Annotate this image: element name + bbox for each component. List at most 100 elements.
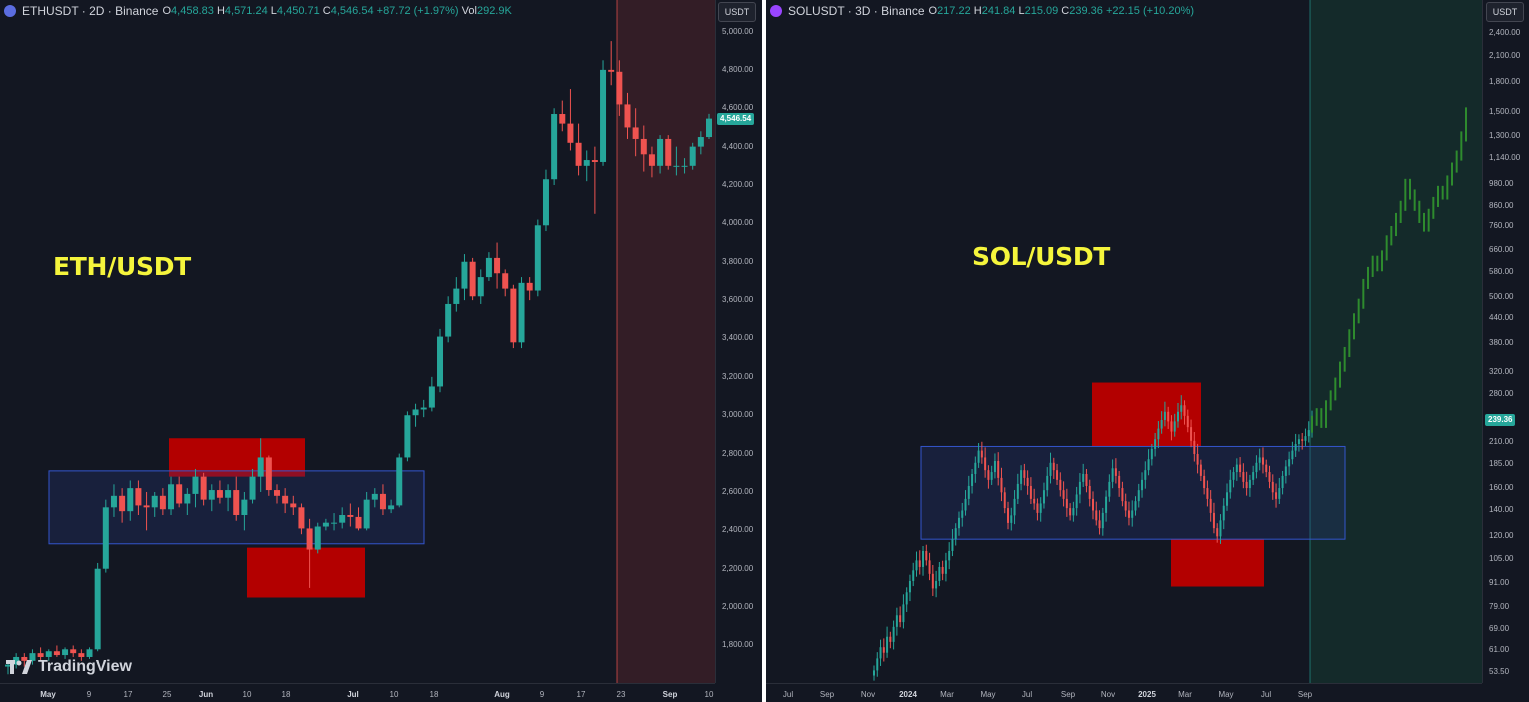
sol-resistance-box: [1092, 382, 1201, 447]
eth-candle: [396, 457, 403, 506]
eth-candle: [600, 69, 607, 162]
eth-candle: [135, 488, 142, 506]
sol-candle: [905, 592, 908, 605]
sol-price-tick: 2,400.00: [1489, 28, 1521, 38]
sol-price-tick: 320.00: [1489, 366, 1514, 376]
sol-candle: [1052, 462, 1055, 471]
sol-open: 217.22: [937, 5, 971, 17]
eth-time-tick: 10: [704, 690, 714, 699]
sol-candle: [1297, 439, 1300, 445]
sol-candle: [873, 670, 875, 676]
sol-currency-button[interactable]: USDT: [1486, 2, 1524, 22]
eth-candle: [567, 123, 574, 143]
eth-candle: [176, 484, 183, 504]
eth-candle: [445, 303, 452, 337]
eth-candle: [510, 288, 517, 343]
eth-candle: [657, 138, 664, 166]
eth-candle: [379, 493, 386, 510]
sol-candlestick-chart: [873, 0, 1482, 683]
eth-candle: [502, 273, 509, 289]
eth-candle: [559, 114, 566, 124]
sol-candle: [1222, 505, 1225, 521]
sol-candle: [899, 615, 902, 623]
sol-time-axis[interactable]: Jul Sep Nov 2024 Mar May Jul Sep Nov 2025 Mar May Ju…: [766, 683, 1482, 702]
sol-candle: [1042, 490, 1045, 504]
sol-candle: [931, 573, 934, 589]
panel-divider[interactable]: [762, 0, 766, 702]
sol-close: 239.36: [1069, 5, 1103, 17]
sol-candle: [1049, 462, 1052, 476]
eth-candle: [453, 288, 460, 304]
eth-candle: [143, 505, 150, 508]
eth-time-axis[interactable]: May 9 17 25 Jun 10 18 Jul 10 18 Aug 9 17 23 Sep 10: [0, 683, 715, 702]
eth-candle: [428, 386, 435, 408]
eth-symbol[interactable]: ETHUSDT · 2D · Binance: [22, 4, 159, 18]
eth-price-axis[interactable]: 5,000.00 4,800.00 4,600.00 4,400.00 4,200.00…: [715, 0, 762, 683]
eth-price-tick: 4,600.00: [722, 103, 754, 113]
sol-candle: [1127, 510, 1130, 518]
sol-candle: [1003, 492, 1006, 509]
sol-symbol[interactable]: SOLUSDT · 3D · Binance: [788, 4, 925, 18]
sol-candle: [941, 566, 944, 574]
sol-candle: [1023, 470, 1026, 478]
eth-candle: [200, 476, 207, 500]
sol-candle: [1173, 421, 1176, 432]
sol-candle: [1075, 494, 1078, 509]
sol-candle: [1229, 479, 1232, 493]
eth-candle: [624, 104, 631, 128]
sol-candle: [1216, 528, 1219, 537]
sol-candle: [1271, 481, 1274, 493]
sol-price-tick: 61.00: [1489, 644, 1510, 654]
eth-candle: [363, 499, 370, 529]
sol-candle: [1062, 490, 1065, 499]
sol-price-tick: 185.00: [1489, 458, 1514, 468]
eth-price-tick: 4,200.00: [722, 180, 754, 189]
eth-candle: [86, 649, 93, 657]
sol-candle: [974, 462, 977, 474]
sol-chart-panel: SOLUSDT · 3D · Binance O217.22 H241.84 L…: [766, 0, 1529, 702]
eth-candle: [461, 261, 468, 289]
sol-forecast-zone: [1310, 0, 1482, 683]
sol-low: 215.09: [1024, 5, 1059, 17]
eth-candle: [249, 476, 256, 500]
sol-candle: [1278, 488, 1281, 499]
sol-candle: [1085, 473, 1088, 486]
sol-candle: [957, 517, 960, 529]
sol-candle: [1111, 468, 1114, 482]
sol-candle: [1206, 488, 1209, 499]
eth-candle: [273, 490, 280, 496]
sol-candle: [922, 550, 925, 567]
eth-price-tick: 2,000.00: [722, 602, 754, 612]
sol-candle: [1065, 498, 1068, 509]
sol-candle: [1160, 419, 1163, 429]
eth-time-tick: 9: [86, 690, 92, 699]
sol-ohlc: O217.22 H241.84 L215.09 C239.36 +22.15 (…: [928, 5, 1195, 17]
tradingview-logo[interactable]: TradingView: [6, 657, 132, 677]
eth-vol-label: Vol: [461, 5, 477, 17]
sol-time-tick: Jul: [1021, 690, 1033, 699]
eth-currency-button[interactable]: USDT: [718, 2, 756, 22]
eth-price-tick: 3,200.00: [722, 371, 754, 381]
sol-price-tick: 760.00: [1489, 221, 1514, 231]
sol-candle: [1134, 501, 1137, 511]
eth-candle: [322, 522, 329, 527]
sol-candle: [951, 539, 954, 551]
sol-candle: [1082, 473, 1085, 482]
sol-candle: [1209, 498, 1212, 513]
sol-candle: [1294, 444, 1297, 451]
sol-candle: [1281, 475, 1284, 489]
eth-candlestick-chart: [5, 0, 715, 683]
sol-price-axis[interactable]: 2,400.00 2,100.00 1,800.00 1,500.00 1,300.00…: [1482, 0, 1529, 683]
sol-pair-label: SOL/USDT: [972, 242, 1111, 271]
eth-candle: [168, 484, 175, 510]
solana-icon: [770, 5, 782, 17]
sol-candle: [1291, 450, 1294, 460]
eth-candle: [689, 146, 696, 166]
eth-candle: [184, 493, 191, 504]
sol-price-tick: 91.00: [1489, 577, 1510, 587]
eth-candle: [29, 653, 36, 661]
sol-candle: [1226, 492, 1229, 506]
eth-candle: [437, 336, 444, 387]
sol-candle: [980, 450, 983, 458]
sol-candle: [1176, 411, 1179, 422]
